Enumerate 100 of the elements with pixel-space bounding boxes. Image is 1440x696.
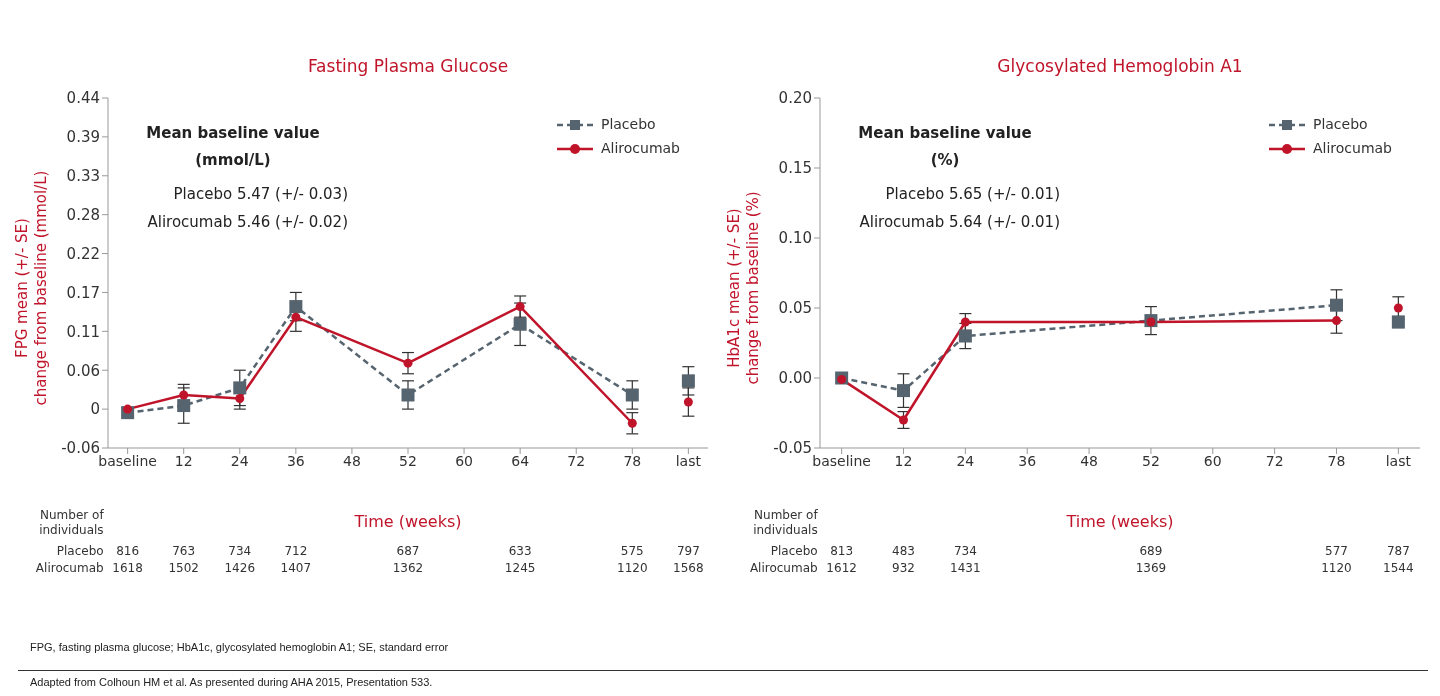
text: 734 xyxy=(952,544,978,558)
y-tick-label: 0.33 xyxy=(66,167,100,186)
point xyxy=(289,300,303,314)
text: 633 xyxy=(507,544,533,558)
text: 763 xyxy=(171,544,197,558)
x-tick-label: 48 xyxy=(343,452,361,469)
legend-label: Alirocumab xyxy=(599,140,680,156)
point xyxy=(401,388,415,402)
text: Placebo xyxy=(769,544,818,558)
x-tick-label: 72 xyxy=(567,452,586,469)
point xyxy=(1332,316,1341,326)
point xyxy=(683,397,693,407)
annotation: Placebo 5.65 (+/- 0.01) xyxy=(884,184,1060,205)
chart-title: Fasting Plasma Glucose xyxy=(306,56,510,76)
text: Number of individuals xyxy=(38,508,104,538)
y-tick-label: 0.39 xyxy=(66,128,100,147)
text: 1502 xyxy=(167,561,200,575)
point xyxy=(515,302,525,312)
x-tick-label: 52 xyxy=(399,452,417,469)
point xyxy=(233,381,247,395)
chart-title: Glycosylated Hemoglobin A1 xyxy=(996,56,1244,76)
x-tick-label: 12 xyxy=(894,452,913,469)
y-tick-label: 0.22 xyxy=(66,244,100,263)
point xyxy=(235,394,245,404)
point xyxy=(123,404,133,414)
text: 1362 xyxy=(391,561,425,575)
text: 1245 xyxy=(503,561,537,575)
text: 1120 xyxy=(1320,561,1353,575)
text: 1407 xyxy=(279,561,313,575)
y-tick-label: 0.17 xyxy=(66,283,100,302)
legend-label: Placebo xyxy=(599,116,657,132)
y-tick-label: 0.11 xyxy=(66,322,100,341)
y-tick-label: 0.20 xyxy=(778,89,812,108)
x-tick-label: baseline xyxy=(812,452,871,469)
text: Adapted from Colhoun HM et al. As presented during AHA 2015, Presentation 533. xyxy=(30,676,433,688)
point xyxy=(1393,303,1403,313)
text: 932 xyxy=(891,561,916,575)
x-tick-label: 78 xyxy=(623,452,642,469)
point xyxy=(291,312,301,322)
y-tick-label: 0.05 xyxy=(778,299,812,318)
y-tick-label: 0 xyxy=(90,400,100,419)
point xyxy=(899,415,909,425)
text: 687 xyxy=(395,544,421,558)
point xyxy=(403,358,413,368)
x-tick-label: 72 xyxy=(1265,452,1284,469)
text: 734 xyxy=(227,544,253,558)
x-tick-label: 24 xyxy=(956,452,975,469)
point xyxy=(177,399,191,413)
point xyxy=(179,390,189,400)
legend-label: Placebo xyxy=(1311,116,1369,132)
point xyxy=(627,418,637,428)
point xyxy=(625,388,639,402)
x-tick-label: last xyxy=(1385,452,1412,469)
text: 712 xyxy=(283,544,309,558)
annotation: Alirocumab 5.64 (+/- 0.01) xyxy=(858,212,1060,233)
y-tick-label: 0.15 xyxy=(778,159,812,178)
x-tick-label: baseline xyxy=(98,452,157,469)
text: 1544 xyxy=(1382,561,1415,575)
y-axis-title: FPG mean (+/- SE) change from baseline (mmol/L) xyxy=(13,170,51,406)
text: Placebo xyxy=(55,544,104,558)
x-tick-label: last xyxy=(675,452,702,469)
x-axis-title: Time (weeks) xyxy=(1065,512,1175,531)
y-tick-label: 0.10 xyxy=(778,229,812,248)
text: 689 xyxy=(1138,544,1164,558)
point xyxy=(681,374,695,388)
x-tick-label: 36 xyxy=(1018,452,1037,469)
annotation: Alirocumab 5.46 (+/- 0.02) xyxy=(146,212,348,233)
y-tick-label: 0.06 xyxy=(66,361,100,380)
text: 1369 xyxy=(1134,561,1168,575)
text: 483 xyxy=(891,544,916,558)
x-tick-label: 48 xyxy=(1080,452,1098,469)
text: 787 xyxy=(1385,544,1411,558)
y-tick-label: -0.05 xyxy=(773,439,812,458)
annotation: Mean baseline value (mmol/L) xyxy=(145,123,321,171)
text: Alirocumab xyxy=(748,561,818,575)
x-tick-label: 60 xyxy=(455,452,473,469)
text: 1618 xyxy=(111,561,144,575)
point xyxy=(960,317,970,327)
x-tick-label: 78 xyxy=(1327,452,1346,469)
y-tick-label: 0.28 xyxy=(66,205,100,224)
point xyxy=(958,329,972,343)
text: 1568 xyxy=(672,561,705,575)
text: 1426 xyxy=(223,561,257,575)
x-tick-label: 12 xyxy=(174,452,193,469)
y-tick-label: 0.00 xyxy=(778,369,812,388)
x-tick-label: 36 xyxy=(286,452,305,469)
text: 1612 xyxy=(825,561,858,575)
text: Alirocumab xyxy=(34,561,104,575)
point xyxy=(513,317,527,331)
legend-label: Alirocumab xyxy=(1311,140,1392,156)
y-tick-label: 0.44 xyxy=(66,89,100,108)
text: FPG, fasting plasma glucose; HbA1c, glycosylated hemoglobin A1; SE, standard error xyxy=(30,641,449,653)
text: 575 xyxy=(619,544,645,558)
point xyxy=(897,384,911,398)
annotation: Mean baseline value (%) xyxy=(857,123,1033,171)
y-tick-label: -0.06 xyxy=(61,439,100,458)
text: 577 xyxy=(1324,544,1349,558)
text: 797 xyxy=(675,544,701,558)
x-tick-label: 24 xyxy=(230,452,249,469)
annotation: Placebo 5.47 (+/- 0.03) xyxy=(172,184,348,205)
